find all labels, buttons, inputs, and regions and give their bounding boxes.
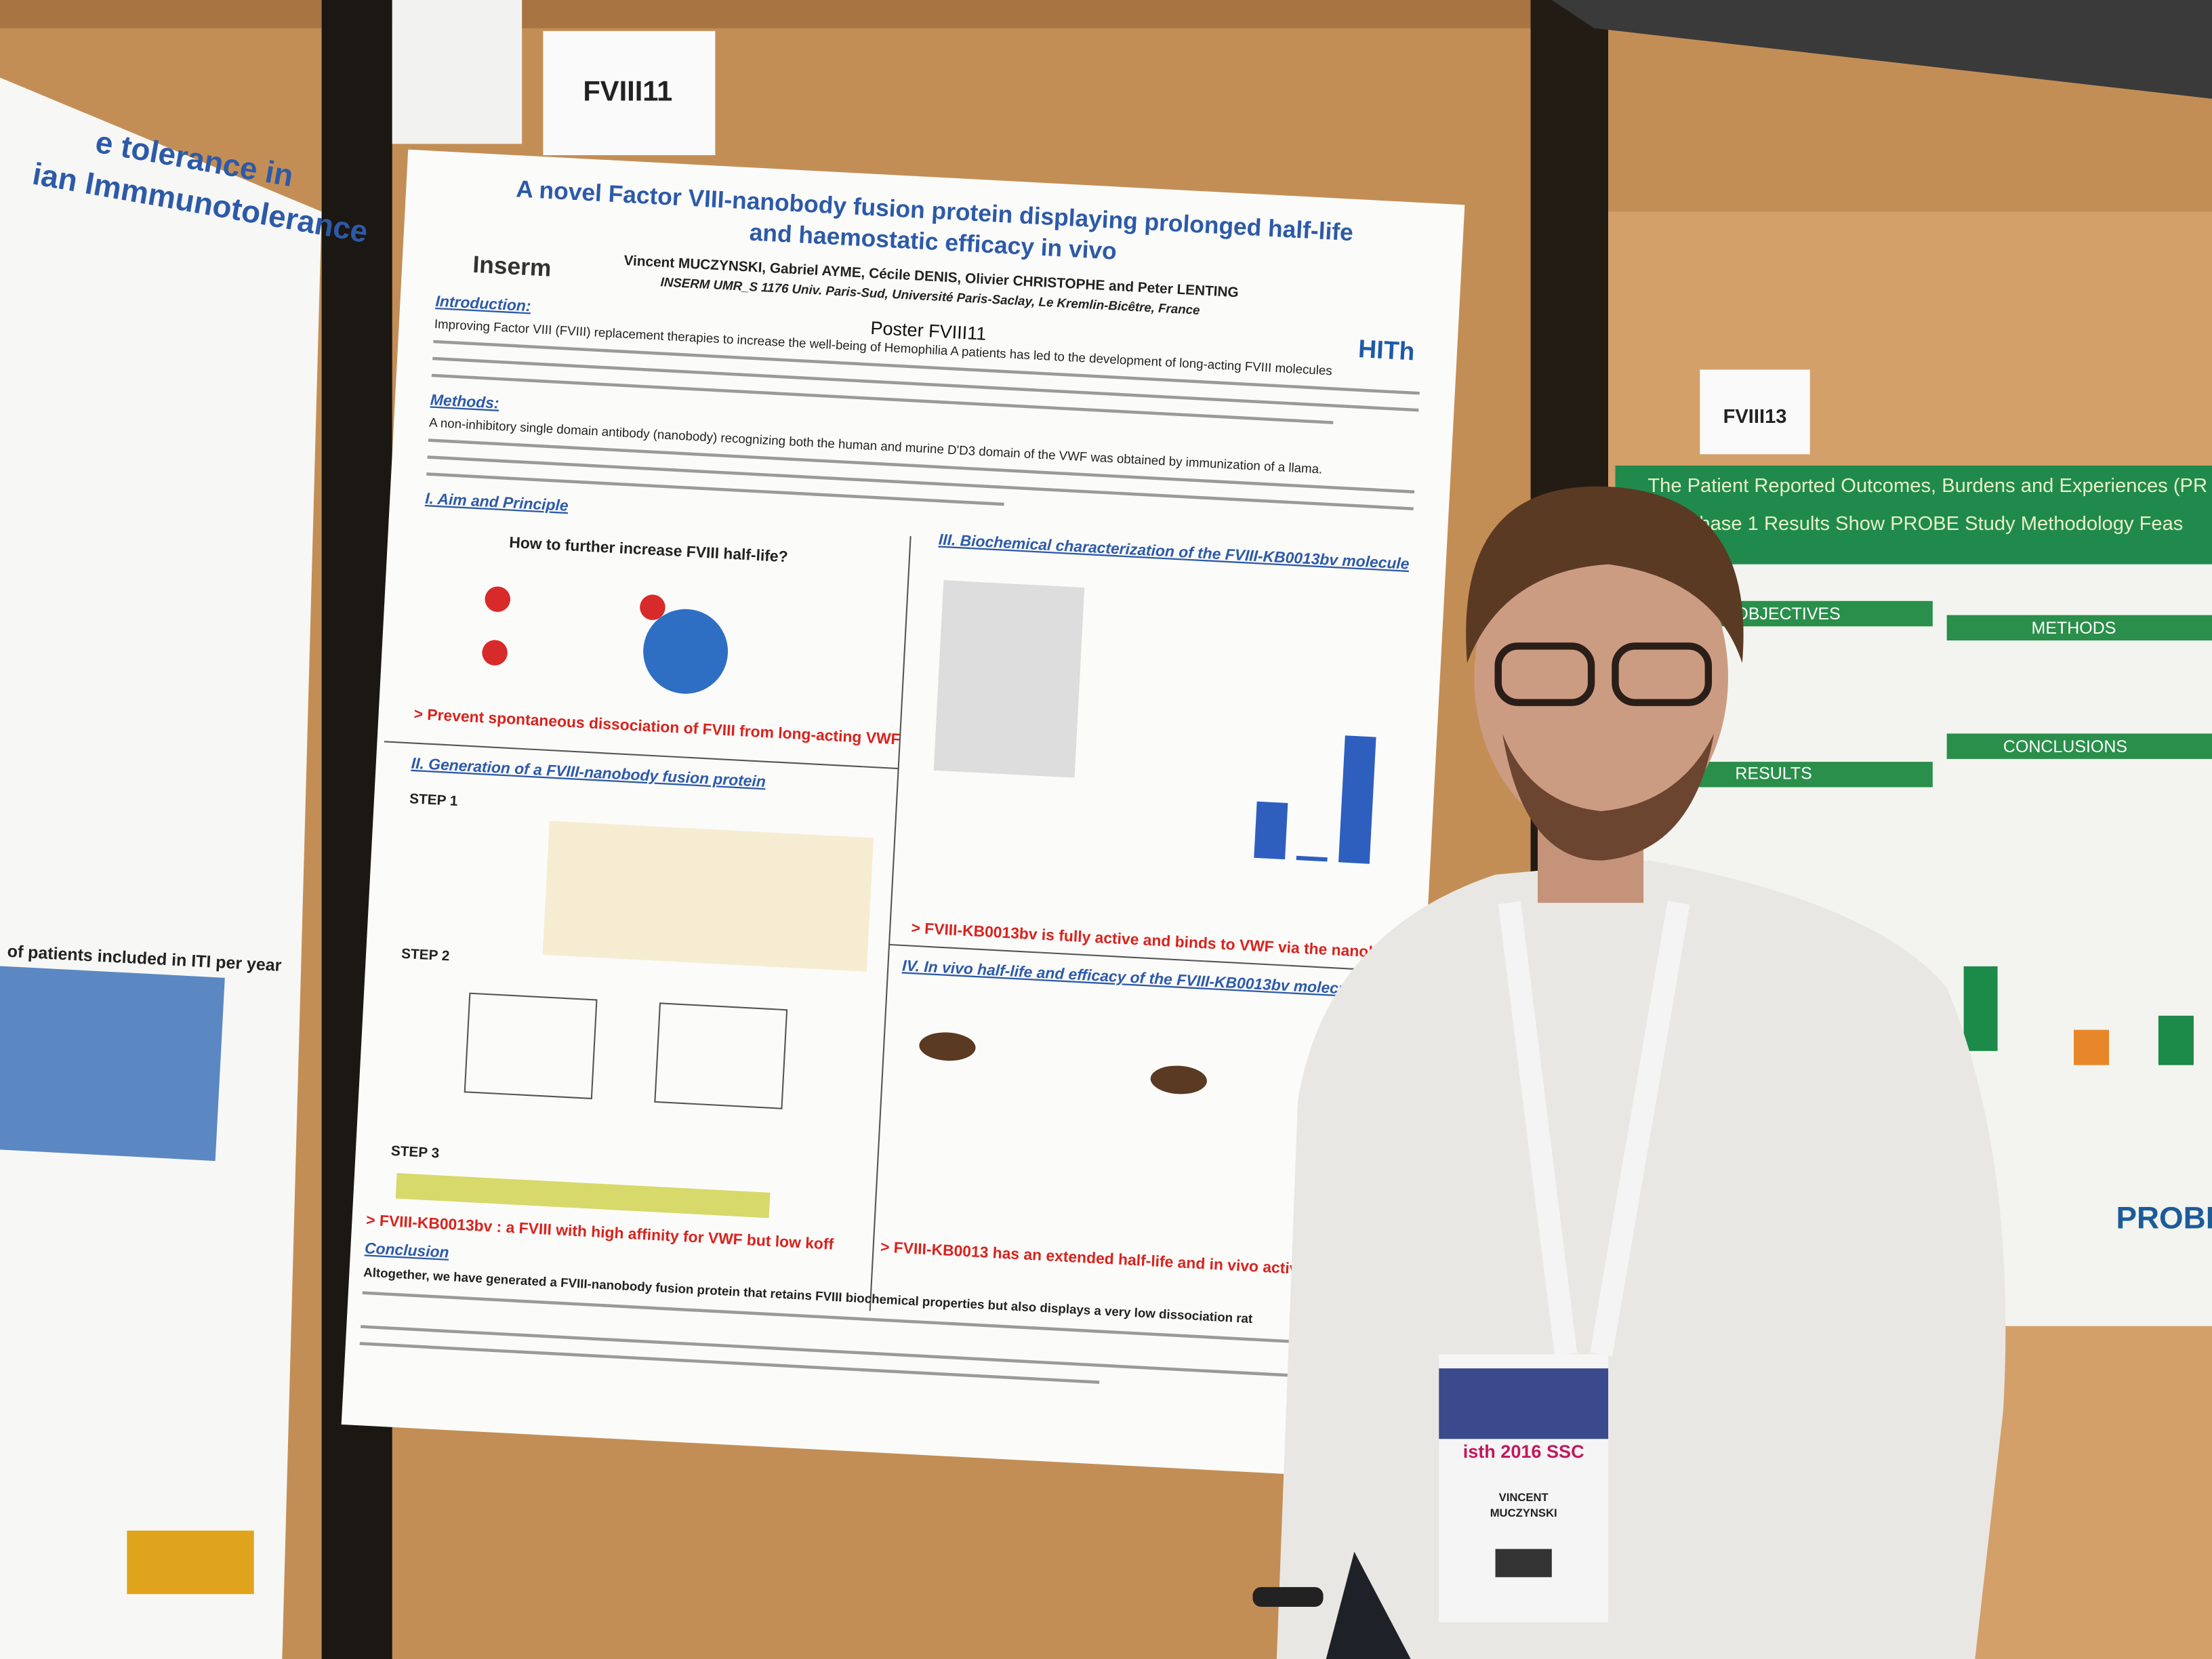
bracelet [1252,1586,1324,1607]
poster-title: The Patient Reported Outcomes, Burdens a… [1647,475,2207,497]
molecule [482,640,508,665]
step-label: STEP 2 [401,946,450,964]
logo: PROBE [2116,1201,2212,1235]
text-line [427,455,1414,511]
logo: Inserm [472,251,552,282]
section-bar [1692,762,1933,787]
poster-title: dy - Phase 1 Results Show PROBE Study Me… [1647,513,2183,535]
trousers [1326,1551,1411,1659]
molecule [485,586,510,612]
mouse [919,1032,976,1061]
step-label: STEP 1 [409,791,458,809]
section-heading: OBJECTIVES [1735,605,1840,623]
table [0,966,225,1162]
plot [654,1002,788,1109]
divider [869,535,912,1311]
text-line [426,472,1004,506]
ceiling [1551,0,2212,99]
label-card [543,30,716,155]
bar [1338,735,1376,864]
glasses [1494,642,1595,706]
section-bar [1946,615,2212,641]
beard [1502,733,1715,861]
bar [1296,855,1328,862]
bar [2074,1029,2110,1065]
text-line [362,1291,1370,1347]
step-label: STEP 3 [390,1143,439,1162]
lanyard [1498,901,1690,1357]
paper-note [392,0,523,144]
molecule [640,594,665,620]
label-card [1700,369,1810,455]
plot [464,992,598,1100]
text-line [360,1325,1368,1381]
logo: HITh [1357,334,1415,365]
section-heading: RESULTS [1735,764,1811,783]
poster-label: FVIII13 [1723,406,1787,428]
section-heading: CONCLUSIONS [2003,737,2127,756]
main-poster [341,149,1465,1480]
text-line [432,356,1419,412]
divider [384,741,899,770]
badge-banner [1439,1368,1609,1439]
mouse [1150,1065,1207,1094]
text-line [428,438,1415,494]
barcode [1495,1549,1552,1578]
face [1474,514,1728,840]
gel [933,580,1085,778]
text-line [431,373,1334,424]
text-line [433,340,1420,395]
glasses [1612,642,1713,706]
section-bar [1946,733,2212,759]
section-heading: Conclusion [365,1239,450,1261]
badge-name: MUCZYNSKI [1490,1507,1557,1519]
step-box [542,821,874,972]
badge-name: VINCENT [1499,1491,1549,1504]
bar [1254,801,1288,860]
poster-label: FVIII11 [583,75,672,106]
text-line [359,1342,1100,1384]
section-heading: METHODS [2032,619,2116,638]
hair [1466,486,1744,663]
section-heading: Methods: [430,390,499,411]
vwf-cluster [643,609,729,694]
shirt [1276,860,2006,1659]
construct-diagram [395,1173,771,1218]
bar [1963,966,1998,1051]
left-poster [0,77,322,1659]
bar [2158,1015,2194,1065]
badge-event: isth 2016 SSC [1463,1441,1584,1462]
logo [127,1530,254,1595]
divider [888,943,1404,972]
